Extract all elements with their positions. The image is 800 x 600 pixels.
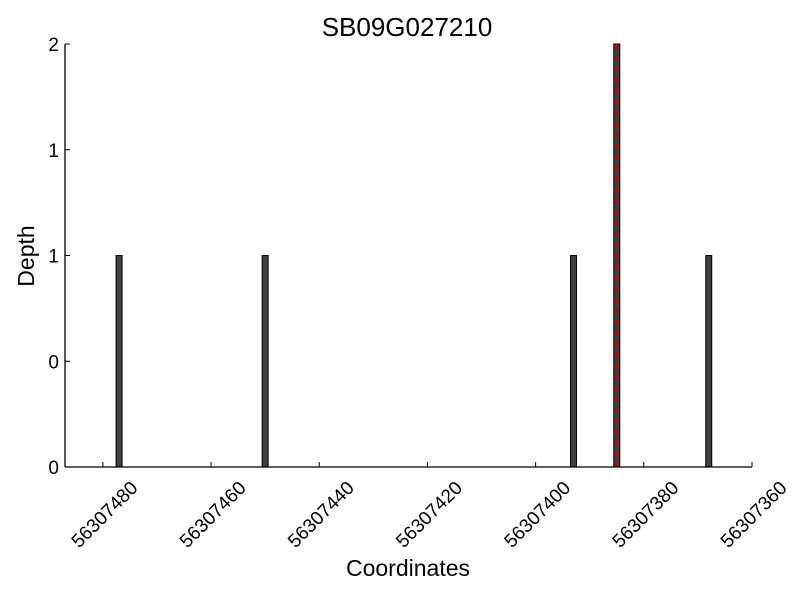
- y-tick-label-1: 0: [48, 352, 59, 373]
- y-tick-label-2: 1: [48, 247, 59, 268]
- x-tick-label-5: 56307380: [609, 478, 684, 553]
- chart-title: SB09G027210: [322, 12, 493, 42]
- x-tick-label-3: 56307420: [392, 478, 467, 553]
- y-tick-label-0: 0: [48, 458, 59, 479]
- axes-group: [64, 44, 752, 468]
- x-tick-label-0: 56307480: [68, 478, 143, 553]
- bar-1: [261, 255, 269, 468]
- x-tick-label-6: 56307360: [717, 478, 792, 553]
- x-ticks-group: 56307480 56307460 56307440 56307420 56307400…: [68, 462, 792, 552]
- bar-2: [569, 255, 577, 468]
- x-tick-label-1: 56307460: [176, 478, 251, 553]
- bars-group: [115, 43, 713, 468]
- x-tick-label-4: 56307400: [501, 478, 576, 553]
- y-tick-label-4: 2: [48, 35, 59, 56]
- x-axis-label: Coordinates: [346, 555, 470, 581]
- bar-4: [705, 255, 713, 468]
- bar-0: [115, 255, 123, 468]
- y-ticks-group: 0 0 1 1 2: [48, 35, 70, 479]
- x-tick-label-2: 56307440: [284, 478, 359, 553]
- y-tick-label-3: 1: [48, 141, 59, 162]
- y-axis-label: Depth: [13, 225, 39, 286]
